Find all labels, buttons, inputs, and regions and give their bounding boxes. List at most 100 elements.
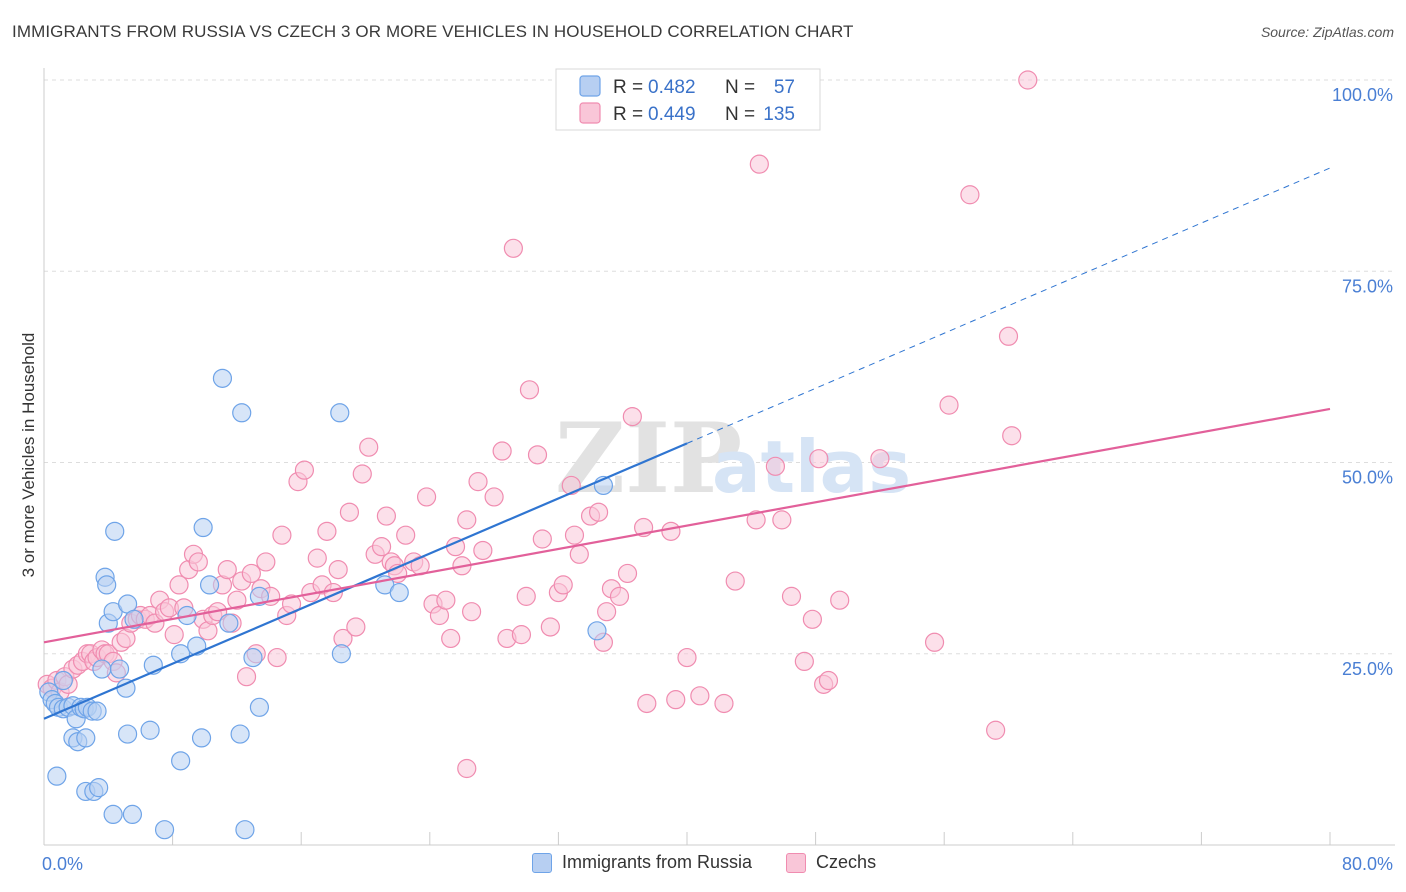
point-czechs bbox=[511, 625, 532, 645]
point-russia bbox=[193, 517, 213, 538]
point-czechs bbox=[436, 590, 456, 610]
trend-lines bbox=[43, 167, 1331, 720]
y-tick-label: 100.0% bbox=[1332, 85, 1393, 105]
point-czechs bbox=[924, 632, 945, 652]
point-czechs bbox=[441, 628, 461, 649]
point-czechs bbox=[503, 238, 523, 258]
point-czechs bbox=[352, 464, 372, 484]
y-tick-label: 25.0% bbox=[1342, 659, 1393, 679]
point-czechs bbox=[617, 563, 638, 584]
point-russia bbox=[92, 659, 112, 679]
legend-r-value: 0.482 bbox=[648, 77, 696, 98]
point-czechs bbox=[241, 563, 261, 584]
legend-n-value: 57 bbox=[774, 77, 795, 98]
point-russia bbox=[53, 670, 73, 691]
point-czechs bbox=[416, 487, 437, 507]
point-czechs bbox=[473, 540, 493, 561]
legend-n-value: 135 bbox=[763, 104, 795, 125]
legend-r-label: R = bbox=[613, 77, 643, 98]
point-czechs bbox=[986, 720, 1006, 740]
point-czechs bbox=[272, 525, 292, 545]
watermark-zip: ZIP bbox=[555, 402, 742, 515]
point-czechs bbox=[794, 651, 814, 672]
point-czechs bbox=[328, 559, 348, 580]
point-russia bbox=[232, 403, 252, 423]
point-czechs bbox=[677, 647, 697, 668]
point-russia bbox=[191, 728, 212, 748]
point-czechs bbox=[637, 693, 657, 714]
legend-n-label: N = bbox=[725, 104, 755, 125]
point-czechs bbox=[781, 586, 802, 606]
point-czechs bbox=[939, 395, 959, 415]
x-tick-labels: 0.0% 80.0% bbox=[42, 854, 1393, 874]
series-legend: Immigrants from Russia Czechs bbox=[532, 852, 910, 873]
point-czechs bbox=[561, 475, 581, 496]
point-czechs bbox=[376, 506, 396, 526]
point-russia bbox=[89, 778, 109, 798]
point-czechs bbox=[317, 521, 337, 541]
point-russia bbox=[171, 751, 191, 771]
point-czechs bbox=[564, 525, 585, 545]
x-tick-label: 0.0% bbox=[42, 854, 83, 874]
series-immigrants-from-russia bbox=[39, 368, 614, 840]
legend-n-label: N = bbox=[725, 77, 755, 98]
point-russia bbox=[230, 724, 250, 744]
point-russia bbox=[243, 647, 263, 668]
point-russia bbox=[76, 728, 96, 748]
point-russia bbox=[47, 766, 67, 786]
point-czechs bbox=[359, 437, 379, 457]
point-czechs bbox=[746, 510, 766, 530]
x-tick-label: 80.0% bbox=[1342, 854, 1393, 874]
point-czechs bbox=[217, 559, 237, 580]
trend-line-czechs bbox=[43, 407, 1331, 644]
point-czechs bbox=[519, 380, 540, 400]
point-russia bbox=[199, 575, 220, 595]
point-czechs bbox=[998, 326, 1019, 346]
point-czechs bbox=[169, 575, 189, 595]
point-czechs bbox=[714, 693, 734, 714]
y-tick-label: 75.0% bbox=[1342, 276, 1393, 296]
point-czechs bbox=[256, 552, 276, 572]
point-czechs bbox=[802, 609, 822, 629]
legend-label-russia: Immigrants from Russia bbox=[562, 852, 753, 872]
point-czechs bbox=[809, 449, 829, 469]
legend-label-czechs: Czechs bbox=[816, 852, 877, 872]
point-russia bbox=[109, 659, 130, 679]
point-russia bbox=[331, 644, 351, 664]
point-czechs bbox=[588, 502, 609, 522]
point-russia bbox=[122, 804, 143, 825]
point-czechs bbox=[772, 510, 792, 530]
y-axis-label: 3 or more Vehicles in Household bbox=[19, 333, 38, 578]
point-czechs bbox=[307, 548, 327, 568]
point-czechs bbox=[371, 537, 392, 557]
correlation-legend: R = 0.482 N = 57 R = 0.449 N = 135 bbox=[555, 68, 821, 131]
legend-r-label: R = bbox=[613, 104, 643, 125]
point-czechs bbox=[294, 460, 315, 480]
point-czechs bbox=[532, 529, 552, 549]
point-russia bbox=[117, 724, 138, 744]
point-czechs bbox=[749, 154, 769, 174]
point-russia bbox=[212, 368, 233, 388]
trend-line-russia bbox=[43, 442, 688, 720]
point-czechs bbox=[818, 670, 839, 691]
point-russia bbox=[97, 575, 117, 595]
point-czechs bbox=[484, 487, 504, 507]
point-czechs bbox=[346, 617, 366, 637]
source-label: Source: ZipAtlas.com bbox=[1260, 24, 1394, 40]
point-russia bbox=[235, 820, 255, 840]
point-czechs bbox=[188, 552, 208, 572]
legend-r-value: 0.449 bbox=[648, 104, 696, 125]
point-czechs bbox=[540, 617, 560, 637]
point-russia bbox=[249, 697, 270, 717]
point-czechs bbox=[569, 544, 589, 564]
point-czechs bbox=[553, 575, 573, 595]
point-czechs bbox=[597, 602, 617, 622]
point-russia bbox=[105, 521, 125, 541]
legend-item-czechs: Czechs bbox=[786, 852, 876, 873]
point-russia bbox=[330, 403, 350, 423]
point-russia bbox=[154, 820, 175, 840]
legend-swatch-czechs bbox=[786, 852, 807, 873]
point-czechs bbox=[1018, 70, 1038, 90]
point-czechs bbox=[870, 449, 890, 469]
